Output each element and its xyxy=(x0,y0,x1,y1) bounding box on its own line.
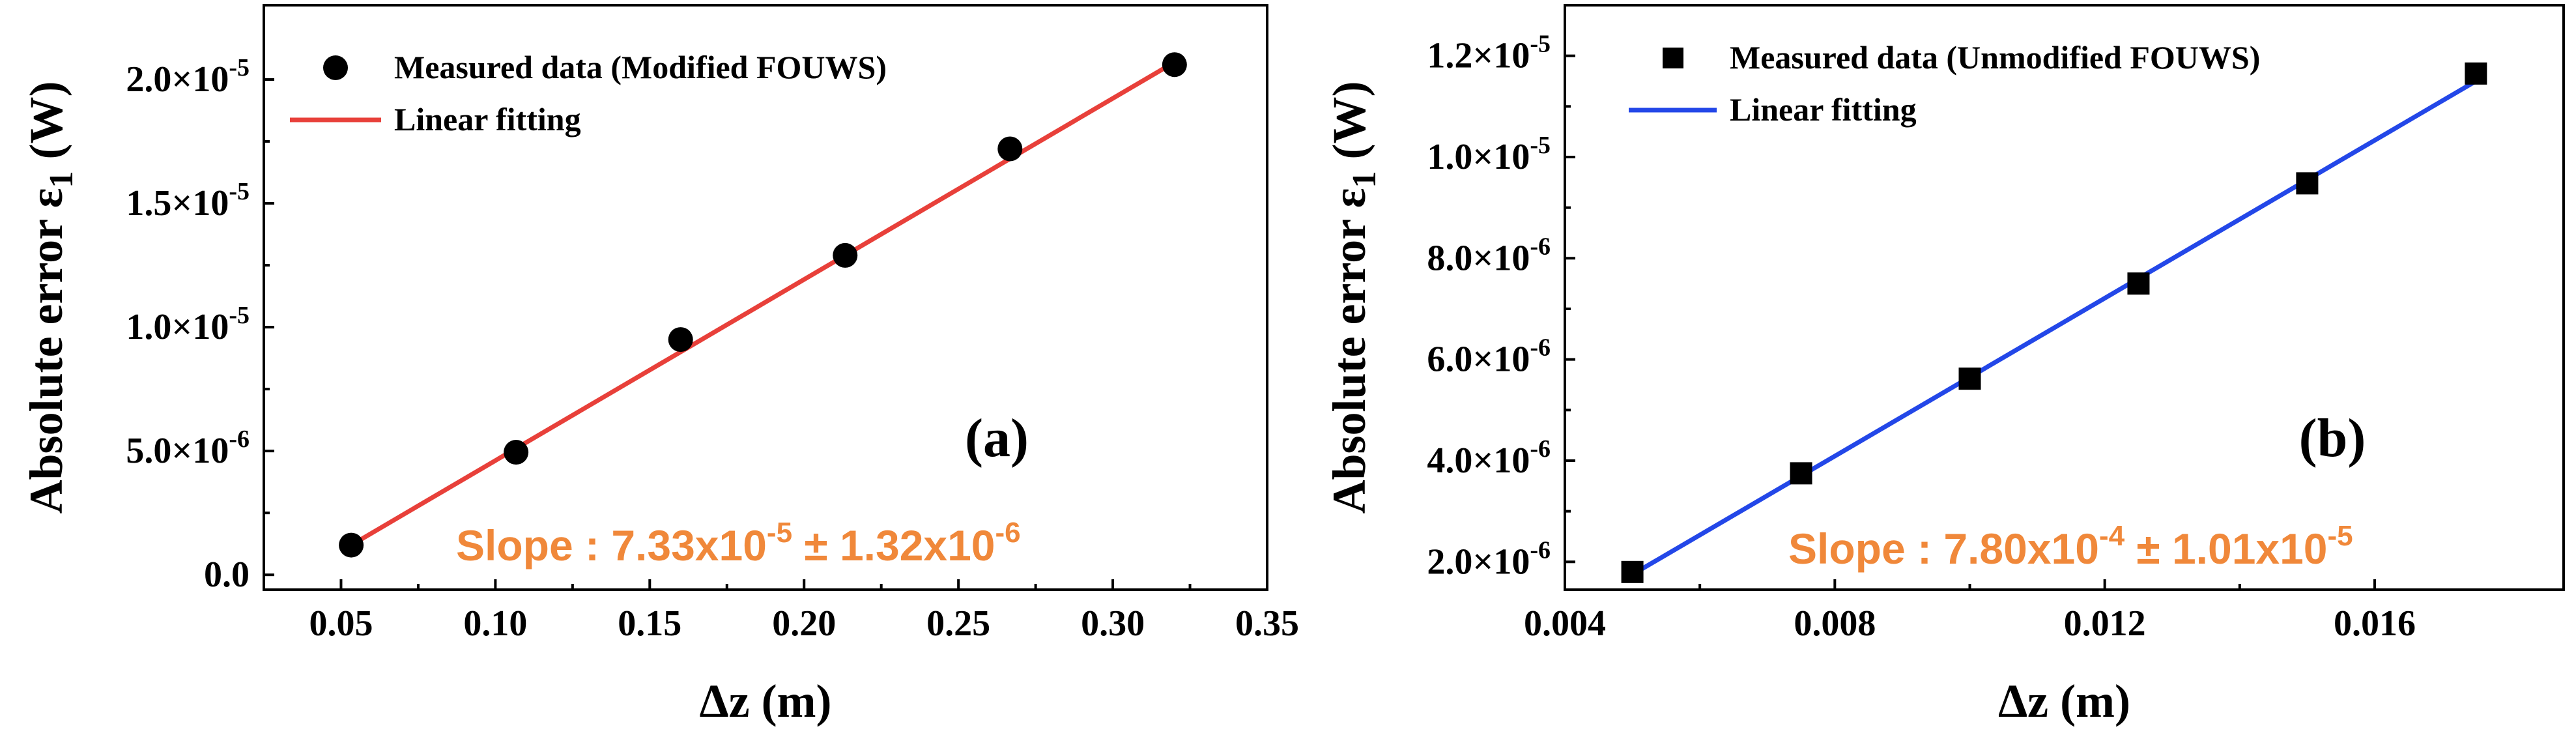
y-tick-label: 1.0×10-5 xyxy=(126,302,250,347)
y-tick-label: 2.0×10-5 xyxy=(126,54,250,100)
y-tick-exponent: -5 xyxy=(1530,132,1551,159)
y-axis-title-unit: (W) xyxy=(20,81,72,171)
data-point xyxy=(1790,462,1812,485)
y-tick-label: 8.0×10-6 xyxy=(1427,233,1551,278)
y-tick-exponent: -5 xyxy=(229,302,250,329)
y-tick-mantissa: 8.0×10 xyxy=(1427,238,1530,278)
y-tick-mantissa: 1.2×10 xyxy=(1427,36,1530,76)
y-tick-label: 2.0×10-6 xyxy=(1427,536,1551,582)
fit-line xyxy=(1631,79,2478,577)
y-tick-label: 5.0×10-6 xyxy=(126,425,250,471)
x-tick-label: 0.05 xyxy=(309,603,373,644)
legend-label-data: Measured data (Unmodified FOUWS) xyxy=(1730,39,2260,76)
legend: Measured data (Modified FOUWS) Linear fit… xyxy=(290,49,887,137)
fit-line xyxy=(350,60,1176,547)
legend: Measured data (Unmodified FOUWS) Linear f… xyxy=(1629,39,2260,128)
y-tick-label: 1.0×10-5 xyxy=(1427,132,1551,177)
x-axis-title-unit: (m) xyxy=(750,675,832,727)
data-point xyxy=(1162,52,1187,78)
y-axis-title-subscript: 1 xyxy=(1346,171,1383,188)
y-tick-exponent: -5 xyxy=(229,54,250,81)
data-point xyxy=(833,242,858,268)
y-tick-mantissa: 5.0×10 xyxy=(126,431,229,471)
x-axis-title-unit: (m) xyxy=(2048,675,2130,727)
y-tick-mantissa: 1.5×10 xyxy=(126,183,229,223)
x-axis-title: Δz (m) xyxy=(699,675,831,727)
slope-annotation: Slope : 7.33x10-5 ± 1.32x10-6 xyxy=(456,517,1021,569)
y-tick-label: 0.0 xyxy=(204,555,250,595)
legend-label-fit: Linear fitting xyxy=(1730,91,1917,128)
y-axis-title: Absolute error ε1 (W) xyxy=(20,81,80,514)
x-axis-title: Δz (m) xyxy=(1998,675,2130,727)
x-tick-label: 0.15 xyxy=(618,603,681,644)
x-tick-label: 0.008 xyxy=(1794,603,1876,644)
slope-value: Slope : 7.33x10 xyxy=(456,521,767,569)
x-tick-label: 0.30 xyxy=(1081,603,1145,644)
y-tick-label: 1.2×10-5 xyxy=(1427,31,1551,76)
slope-annotation: Slope : 7.80x10-4 ± 1.01x10-5 xyxy=(1788,520,2353,573)
x-tick-label: 0.10 xyxy=(463,603,527,644)
slope-uncertainty: ± 1.01x10 xyxy=(2125,525,2327,573)
y-axis-title: Absolute error ε1 (W) xyxy=(1323,81,1383,514)
data-point xyxy=(1621,560,1644,583)
panel-label: (b) xyxy=(2299,408,2366,468)
y-tick-mantissa: 4.0×10 xyxy=(1427,440,1530,481)
data-point xyxy=(504,440,529,465)
y-tick-mantissa: 1.0×10 xyxy=(126,307,229,347)
plot-frame xyxy=(1564,4,2565,591)
plot-frame xyxy=(263,4,1268,591)
x-tick-label: 0.35 xyxy=(1235,603,1299,644)
x-axis-title-main: Δz xyxy=(1998,675,2048,727)
legend-marker-square xyxy=(1663,48,1683,68)
slope-value: Slope : 7.80x10 xyxy=(1788,525,2099,573)
chart-panel-b: 0.004 0.008 0.012 0.0162.0×10-64.0×10-66.0×… xyxy=(1323,4,2565,727)
y-tick-mantissa: 0.0 xyxy=(204,555,250,595)
y-tick-exponent: -6 xyxy=(229,425,250,453)
legend-label-data: Measured data (Modified FOUWS) xyxy=(394,49,887,85)
data-point xyxy=(997,136,1023,162)
slope-uncertainty-exponent: -6 xyxy=(995,517,1021,549)
x-axis-title-main: Δz xyxy=(699,675,749,727)
y-tick-mantissa: 6.0×10 xyxy=(1427,339,1530,380)
y-tick-exponent: -6 xyxy=(1530,435,1551,463)
y-tick-mantissa: 2.0×10 xyxy=(1427,541,1530,582)
y-tick-exponent: -5 xyxy=(229,178,250,205)
data-point xyxy=(668,327,693,353)
legend-marker-circle xyxy=(323,55,348,80)
y-tick-exponent: -6 xyxy=(1530,536,1551,564)
x-tick-label: 0.004 xyxy=(1524,603,1606,644)
slope-uncertainty: ± 1.32x10 xyxy=(792,521,995,569)
y-axis-title-unit: (W) xyxy=(1323,81,1375,171)
data-point xyxy=(2296,172,2319,195)
y-tick-label: 4.0×10-6 xyxy=(1427,435,1551,481)
y-axis-title-main: Absolute error ε xyxy=(1323,188,1375,513)
chart-panel-a: 0.05 0.10 0.15 0.20 0.25 0.30 0.350.05.0×10-61… xyxy=(20,4,1299,727)
legend-label-fit: Linear fitting xyxy=(394,101,581,137)
y-tick-label: 1.5×10-5 xyxy=(126,178,250,223)
data-point xyxy=(1958,368,1981,390)
x-tick-label: 0.20 xyxy=(772,603,836,644)
x-tick-label: 0.25 xyxy=(926,603,990,644)
x-tick-label: 0.016 xyxy=(2334,603,2416,644)
y-tick-exponent: -6 xyxy=(1530,233,1551,260)
y-axis-title-subscript: 1 xyxy=(43,171,80,188)
slope-exponent: -4 xyxy=(2099,520,2125,552)
y-tick-exponent: -6 xyxy=(1530,334,1551,362)
x-tick-label: 0.012 xyxy=(2064,603,2146,644)
data-point xyxy=(2127,272,2150,295)
y-tick-exponent: -5 xyxy=(1530,31,1551,58)
slope-uncertainty-exponent: -5 xyxy=(2328,520,2353,552)
data-point xyxy=(2465,62,2487,85)
data-point xyxy=(339,532,364,558)
slope-exponent: -5 xyxy=(767,517,792,549)
y-axis-title-main: Absolute error ε xyxy=(20,188,72,513)
y-tick-mantissa: 1.0×10 xyxy=(1427,137,1530,177)
panel-label: (a) xyxy=(965,408,1029,468)
y-tick-mantissa: 2.0×10 xyxy=(126,59,229,100)
y-tick-label: 6.0×10-6 xyxy=(1427,334,1551,380)
